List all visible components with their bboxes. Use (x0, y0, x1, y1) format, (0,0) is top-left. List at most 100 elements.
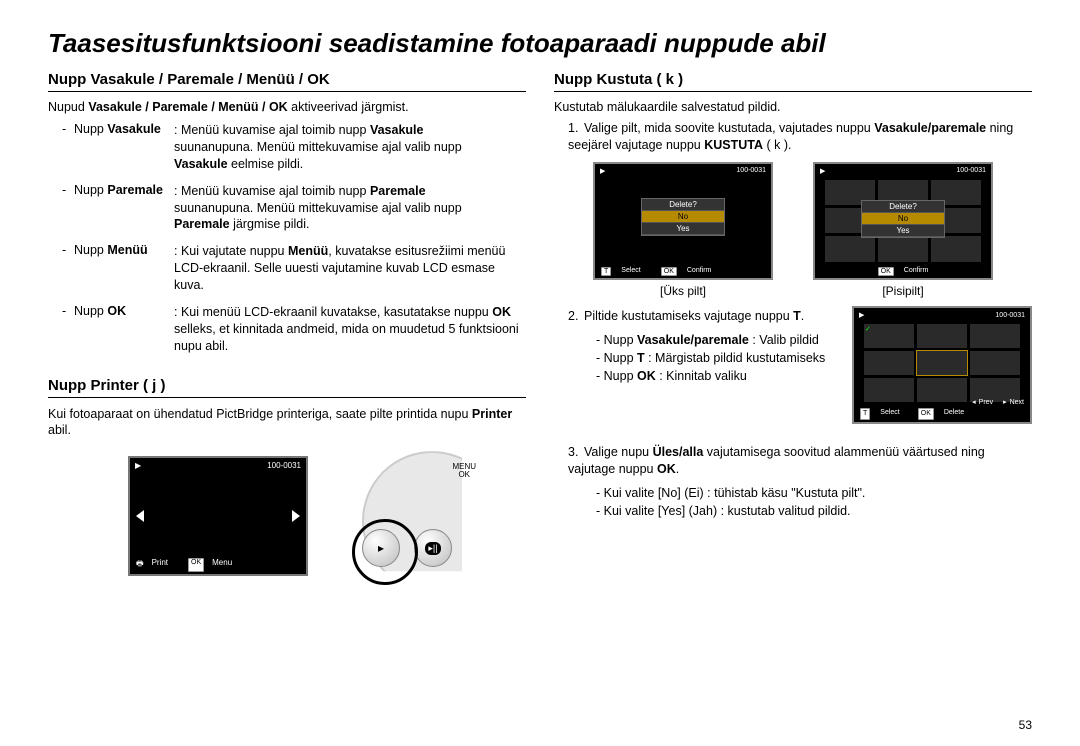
lcd-thumbnail: ▶ 100-0031 Delete? No Yes OK (813, 162, 993, 298)
t: Nupp (604, 351, 637, 365)
dash: - (62, 183, 74, 234)
confirm-label: Confirm (687, 267, 712, 276)
t: eelmise pildi. (228, 157, 304, 171)
delete-dialog: Delete? No Yes (861, 200, 945, 238)
select-label: Select (621, 267, 640, 276)
t: Vasakule/paremale (874, 121, 986, 135)
def-label: Nupp Paremale (74, 183, 174, 234)
lbl-pre: Nupp (74, 243, 107, 257)
lcd-botbar: 🖶 Print OK Menu (130, 556, 306, 574)
def-label: Nupp Vasakule (74, 122, 174, 173)
step-3: 3.Valige nupu Üles/alla vajutamisega soo… (568, 444, 1032, 478)
lcd-print-preview: ▶ 100-0031 🖶 Print OK Menu (128, 456, 308, 576)
t: Printer (472, 407, 512, 421)
intro-bold: Vasakule / Paremale / Menüü / OK (88, 100, 287, 114)
t: OK (657, 462, 676, 476)
lbl-bold: OK (107, 304, 126, 318)
section-heading-delete: Nupp Kustuta ( k ) (554, 71, 1032, 92)
confirm-label: Confirm (904, 267, 929, 276)
t: OK (452, 471, 476, 479)
play-icon: ▶ (600, 167, 605, 175)
ok-key: OK (878, 267, 894, 276)
file-number: 100-0031 (956, 167, 986, 175)
intro-pre: Nupud (48, 100, 88, 114)
play-icon: ▶ (859, 311, 864, 320)
left-column: Nupp Vasakule / Paremale / Menüü / OK Nu… (48, 71, 526, 581)
def-vasakule: - Nupp Vasakule : Menüü kuvamise ajal to… (62, 122, 526, 173)
t: : Valib pildid (749, 333, 819, 347)
delete-lcd-pair: ▶ 100-0031 Delete? No Yes T Select OK Co… (554, 162, 1032, 298)
t: : Menüü kuvamise ajal toimib nupp (174, 123, 370, 137)
dlg-yes: Yes (642, 223, 724, 235)
t: T (637, 351, 645, 365)
lcd-screen: ▶ 100-0031 Delete? No Yes T Select OK Co… (593, 162, 773, 280)
t: KUSTUTA (704, 138, 763, 152)
delete-steps: 1.Valige pilt, mida soovite kustutada, v… (554, 120, 1032, 154)
delete-label: Delete (944, 408, 964, 419)
lbl-pre: Nupp (74, 122, 107, 136)
focus-ring (352, 519, 418, 585)
t: suunanupuna. Menüü mittekuvamise ajal va… (174, 140, 462, 154)
t: Nupp (604, 369, 637, 383)
t: Kui valite [Yes] (Jah) : kustutab valitu… (604, 504, 851, 518)
step-num: 3. (568, 444, 584, 461)
two-column-layout: Nupp Vasakule / Paremale / Menüü / OK Nu… (48, 71, 1032, 581)
lcd-screen: ▶ 100-0031 Delete? No Yes OK (813, 162, 993, 280)
print-label: Print (152, 558, 168, 572)
t: : Märgistab pildid kustutamiseks (645, 351, 826, 365)
dash: - (62, 122, 74, 173)
ok-key: OK (661, 267, 677, 276)
def-ok: - Nupp OK : Kui menüü LCD-ekraanil kuvat… (62, 304, 526, 355)
lcd-screen: ▶ 100-0031 ✓ ◂Prev ▸Next T Select (852, 306, 1032, 424)
lbl-pre: Nupp (74, 183, 107, 197)
t: ( k ). (763, 138, 791, 152)
t: OK (492, 305, 511, 319)
dash: - (62, 243, 74, 294)
t: Kui valite [No] (Ei) : tühistab käsu "Ku… (604, 486, 866, 500)
t: Vasakule (174, 157, 228, 171)
file-number: 100-0031 (267, 461, 301, 470)
intro-post: aktiveerivad järgmist. (288, 100, 409, 114)
printer-body: Kui fotoaparaat on ühendatud PictBridge … (48, 406, 526, 440)
dlg-yes: Yes (862, 225, 944, 237)
step-1: 1.Valige pilt, mida soovite kustutada, v… (568, 120, 1032, 154)
play-icon: ▶ (820, 167, 825, 175)
t: Nupp (604, 333, 637, 347)
t: OK (637, 369, 656, 383)
section-printer: Nupp Printer ( j ) Kui fotoaparaat on üh… (48, 377, 526, 582)
lcd-topbar: ▶ 100-0031 (854, 308, 1030, 323)
def-menu: - Nupp Menüü : Kui vajutate nuppu Menüü,… (62, 243, 526, 294)
def-label: Nupp OK (74, 304, 174, 355)
lcd-botbar: T Select OK Delete (854, 406, 1030, 421)
delete-intro: Kustutab mälukaardile salvestatud pildid… (554, 100, 1032, 114)
h-post: ) (156, 377, 165, 394)
menu-label: Menu (212, 558, 232, 572)
dlg-question: Delete? (642, 199, 724, 211)
check-icon: ✓ (865, 325, 871, 334)
lcd-topbar: ▶ 100-0031 (130, 458, 306, 473)
delete-dialog: Delete? No Yes (641, 198, 725, 236)
lcd-multi-select: ▶ 100-0031 ✓ ◂Prev ▸Next T Select (852, 306, 1032, 424)
t: Valige pilt, mida soovite kustutada, vaj… (584, 121, 874, 135)
lcd-topbar: ▶ 100-0031 (595, 164, 771, 178)
file-number: 100-0031 (736, 167, 766, 175)
step-3-block: 3.Valige nupu Üles/alla vajutamisega soo… (554, 444, 1032, 520)
delete-icon: k (666, 71, 674, 88)
lcd-caption: [Pisipilt] (813, 284, 993, 298)
dlg-question: Delete? (862, 201, 944, 213)
def-body: : Menüü kuvamise ajal toimib nupp Parema… (174, 183, 526, 234)
step-2-block: ▶ 100-0031 ✓ ◂Prev ▸Next T Select (554, 308, 1032, 424)
t: Paremale (370, 184, 426, 198)
t: . (801, 309, 804, 323)
dlg-no: No (642, 211, 724, 223)
lcd-topbar: ▶ 100-0031 (815, 164, 991, 178)
print-icon: 🖶 (136, 558, 144, 572)
menu-ok-label: MENU OK (452, 463, 476, 479)
t: Piltide kustutamiseks vajutage nuppu (584, 309, 793, 323)
def-body: : Kui vajutate nuppu Menüü, kuvatakse es… (174, 243, 526, 294)
t: Vasakule/paremale (637, 333, 749, 347)
play-icon: ▶ (135, 461, 141, 470)
h-post: ) (674, 71, 683, 88)
file-number: 100-0031 (995, 311, 1025, 320)
step-3-sub: - Kui valite [No] (Ei) : tühistab käsu "… (568, 484, 1032, 520)
